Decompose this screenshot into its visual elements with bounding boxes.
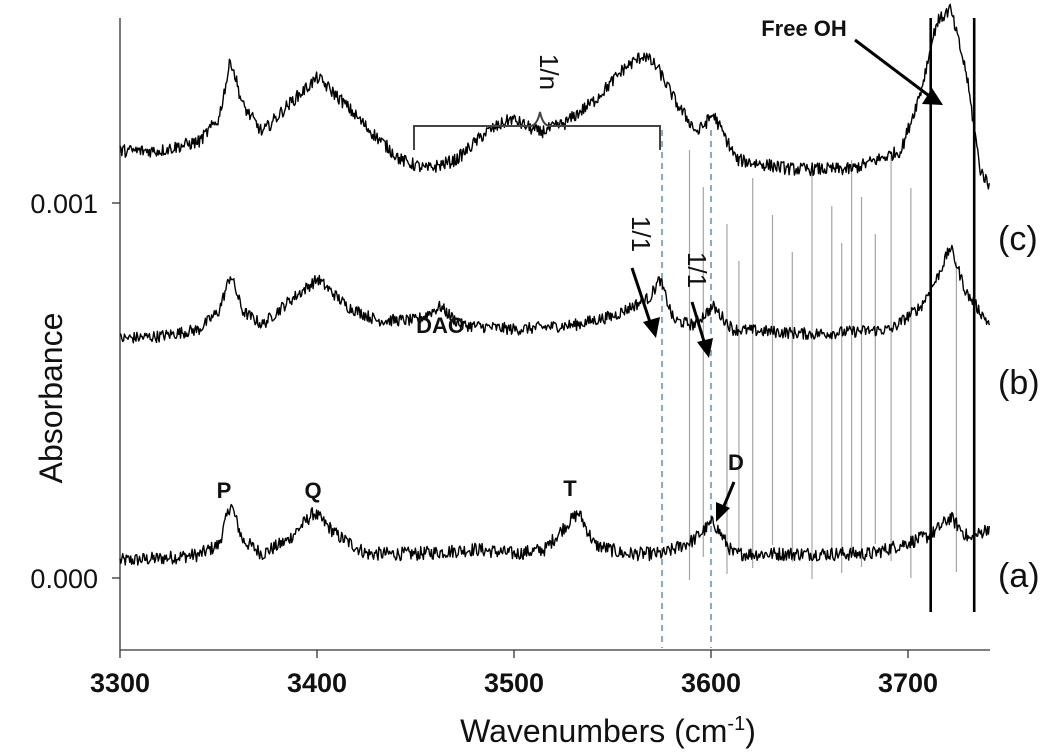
y-tick-label: 0.000 xyxy=(30,564,98,594)
x-axis-title-close: ) xyxy=(745,713,756,749)
x-tick-label: 3700 xyxy=(878,668,938,698)
y-axis-ticks: 0.000 0.001 xyxy=(30,189,120,594)
x-axis-title-main: Wavenumbers (cm xyxy=(460,713,727,749)
annotation-t: T xyxy=(563,476,577,501)
annotation-dac: DAC xyxy=(416,313,464,338)
x-tick-label: 3600 xyxy=(681,668,741,698)
trace-b xyxy=(119,244,990,344)
x-axis-title: Wavenumbers (cm-1) xyxy=(460,713,756,749)
spectra-traces xyxy=(119,3,990,566)
annotation-q: Q xyxy=(304,478,321,503)
arrowhead-free-oh xyxy=(922,88,943,105)
annotation-free-oh: Free OH xyxy=(761,16,847,41)
trace-label-b: (b) xyxy=(998,364,1040,402)
x-tick-label: 3300 xyxy=(90,668,150,698)
trace-c xyxy=(119,3,990,190)
x-tick-label: 3500 xyxy=(484,668,544,698)
arrow-1-1-left xyxy=(630,267,654,329)
x-axis-ticks: 3300 3400 3500 3600 3700 xyxy=(90,650,938,698)
y-tick-label: 0.001 xyxy=(30,189,98,219)
x-tick-label: 3400 xyxy=(287,668,347,698)
x-axis-title-unit: -1 xyxy=(727,713,745,735)
arrowhead-1-1-right xyxy=(697,338,713,358)
y-axis-title: Absorbance xyxy=(33,313,69,484)
trace-label-c: (c) xyxy=(998,220,1038,258)
trace-a xyxy=(119,503,990,566)
annotation-1-1-right: 1/1 xyxy=(682,252,712,288)
annotation-d: D xyxy=(728,450,744,475)
arrowhead-d xyxy=(716,502,730,522)
arrow-free-oh xyxy=(854,38,929,97)
arrowhead-1-1-left xyxy=(643,317,660,338)
spike-lines xyxy=(688,18,976,612)
bracket-1n xyxy=(413,111,661,150)
annotation-p: P xyxy=(217,478,232,503)
arrow-d xyxy=(722,481,736,507)
trace-label-a: (a) xyxy=(998,557,1040,595)
annotation-1-1-left: 1/1 xyxy=(626,216,656,252)
annotation-1n: 1/n xyxy=(534,54,564,90)
